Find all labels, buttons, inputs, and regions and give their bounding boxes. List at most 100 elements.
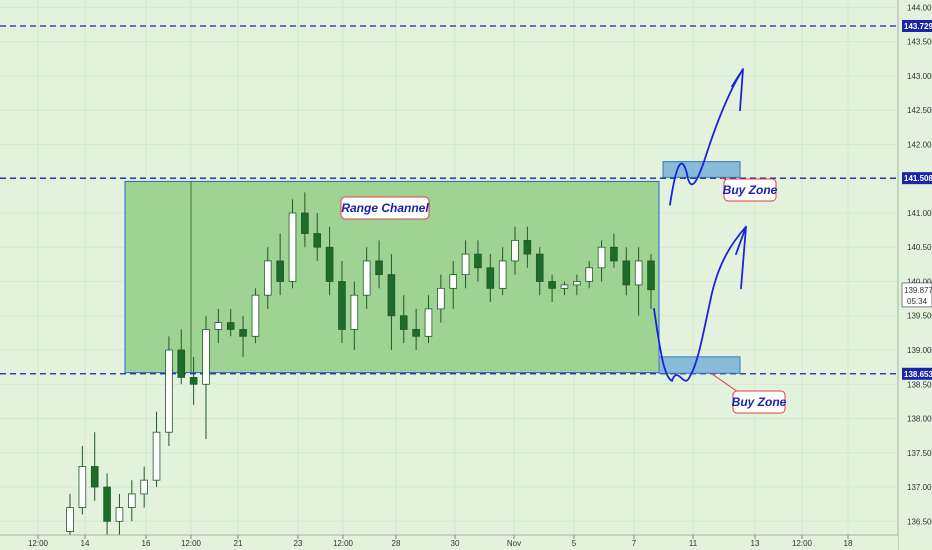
- candle-body-down: [226, 322, 235, 330]
- x-tick-label: 30: [451, 539, 460, 548]
- candle-body-up: [288, 212, 297, 282]
- candle: [585, 260, 593, 289]
- callout-label: Buy Zone: [732, 395, 787, 409]
- last-price-tag: 139.877 05:34: [901, 282, 932, 308]
- candle: [399, 295, 408, 344]
- candle: [362, 247, 371, 309]
- upper-projection-arrow: [669, 68, 744, 206]
- candle-body-down: [313, 233, 322, 248]
- candle-body-down: [239, 329, 247, 337]
- y-tick-label: 144.000: [907, 3, 932, 12]
- candle: [301, 192, 309, 248]
- candle: [449, 260, 458, 309]
- candle: [387, 254, 396, 351]
- candle: [189, 356, 198, 405]
- candle-body-up: [597, 246, 606, 269]
- candle: [103, 473, 111, 535]
- x-tick-label: 11: [689, 539, 698, 548]
- candle-body-down: [647, 260, 655, 291]
- callout-box: [340, 196, 430, 220]
- candle-body-up: [263, 260, 272, 296]
- range-channel-label[interactable]: Range Channel: [340, 196, 430, 220]
- candle: [511, 226, 519, 275]
- candle-body-down: [276, 260, 284, 282]
- candle-body-down: [523, 239, 532, 255]
- candle: [486, 254, 495, 303]
- x-tick-label: 12:00: [28, 539, 49, 548]
- time-scale-panel[interactable]: [0, 535, 898, 550]
- candle-body-up: [461, 253, 470, 276]
- y-tick-label: 136.500: [907, 517, 932, 526]
- y-tick-label: 139.000: [907, 346, 932, 355]
- candle: [140, 466, 148, 508]
- candle: [338, 260, 346, 344]
- candle: [560, 281, 569, 296]
- candle-body-up: [573, 281, 581, 286]
- x-tick-label: Nov: [507, 539, 521, 548]
- candle-body-down: [622, 260, 631, 286]
- candle: [90, 432, 99, 501]
- x-tick-label: 12:00: [181, 539, 202, 548]
- price-tags: 143.729 141.508 138.653 139.877 05:34: [901, 19, 932, 380]
- y-tick-label: 139.500: [907, 312, 932, 321]
- candle: [263, 247, 272, 309]
- candle-body-up: [350, 294, 359, 330]
- candle-body-down: [90, 466, 99, 488]
- candle: [251, 288, 260, 344]
- candle: [226, 308, 235, 337]
- candle-body-up: [634, 260, 643, 286]
- price-tag-label: 141.508: [904, 174, 932, 183]
- candle-body-down: [325, 246, 334, 282]
- candle: [78, 445, 87, 515]
- candle-body-down: [189, 377, 198, 385]
- last-price-bg: [901, 282, 932, 308]
- callout-box: [723, 178, 777, 202]
- candle: [424, 295, 433, 344]
- price-scale-panel[interactable]: [898, 0, 932, 550]
- price-tag-label: 143.729: [904, 22, 932, 31]
- y-tick-label: 141.000: [907, 209, 932, 218]
- x-tick-label: 12:00: [792, 539, 813, 548]
- candle-body-up: [78, 466, 87, 508]
- x-tick-label: 21: [234, 539, 243, 548]
- candle-body-up: [585, 267, 593, 282]
- candle: [597, 240, 606, 282]
- price-tag-bg: [902, 19, 932, 32]
- candle-body-up: [498, 260, 507, 289]
- candle: [412, 308, 420, 351]
- candle: [437, 274, 445, 323]
- drawn-arrows: [653, 68, 747, 383]
- candle: [276, 233, 284, 296]
- callout-box: [732, 390, 786, 414]
- candle: [647, 254, 655, 309]
- y-tick-label: 138.500: [907, 380, 932, 389]
- callout-label: Range Channel: [341, 201, 429, 215]
- candle: [152, 411, 161, 488]
- candle: [535, 247, 544, 296]
- candle-body-up: [560, 284, 569, 289]
- candle-body-up: [214, 322, 223, 330]
- y-tick-label: 142.000: [907, 140, 932, 149]
- buy-zone-lower-label[interactable]: Buy Zone: [710, 372, 787, 414]
- countdown-label: 05:34: [907, 297, 928, 306]
- candle: [634, 247, 643, 316]
- x-tick-label: 13: [751, 539, 760, 548]
- candle-body-down: [474, 253, 482, 269]
- candle-body-down: [387, 274, 396, 317]
- candle-body-up: [202, 329, 210, 385]
- candle-body-up: [449, 274, 458, 289]
- x-tick-label: 28: [392, 539, 401, 548]
- last-price-label: 139.877: [904, 286, 932, 295]
- callout-label: Buy Zone: [723, 183, 778, 197]
- candle-body-down: [103, 486, 111, 522]
- candle: [115, 493, 124, 542]
- price-tag-label: 138.653: [904, 370, 932, 379]
- buy-zone-upper-label[interactable]: Buy Zone: [719, 176, 778, 202]
- candle: [288, 199, 297, 289]
- candle-body-up: [424, 308, 433, 337]
- price-tag-bg: [902, 172, 932, 185]
- candle-body-up: [251, 294, 260, 337]
- y-tick-label: 137.000: [907, 483, 932, 492]
- candle: [165, 336, 173, 446]
